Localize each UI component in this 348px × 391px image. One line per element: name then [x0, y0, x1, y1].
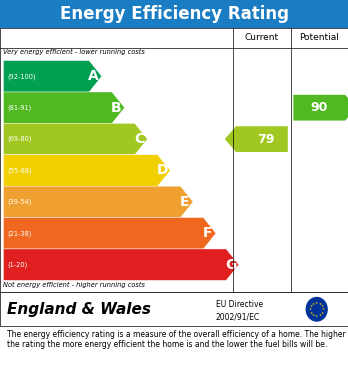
Bar	[0, 0, 348, 28]
Text: 2002/91/EC: 2002/91/EC	[216, 312, 260, 321]
Text: (69-80): (69-80)	[8, 136, 32, 142]
Text: (39-54): (39-54)	[8, 199, 32, 205]
Bar	[0, 292, 348, 326]
Polygon shape	[3, 124, 148, 155]
Text: 79: 79	[257, 133, 274, 145]
Text: ★: ★	[322, 307, 325, 311]
Text: ★: ★	[309, 310, 313, 315]
Text: ★: ★	[309, 307, 311, 311]
Text: C: C	[134, 132, 144, 146]
Text: EU Directive: EU Directive	[216, 300, 263, 308]
Bar	[0, 28, 348, 292]
Text: E: E	[180, 195, 190, 209]
Text: Not energy efficient - higher running costs: Not energy efficient - higher running co…	[3, 282, 145, 289]
Text: ★: ★	[315, 314, 318, 318]
Text: England & Wales: England & Wales	[7, 302, 151, 317]
Polygon shape	[3, 249, 239, 280]
Text: Current: Current	[245, 33, 279, 43]
Text: (55-68): (55-68)	[8, 167, 32, 174]
Text: D: D	[156, 163, 168, 178]
Text: ★: ★	[315, 301, 318, 305]
Text: ★: ★	[309, 304, 313, 308]
Text: (21-38): (21-38)	[8, 230, 32, 237]
Text: (81-91): (81-91)	[8, 104, 32, 111]
Text: The energy efficiency rating is a measure of the overall efficiency of a home. T: The energy efficiency rating is a measur…	[7, 330, 346, 349]
Text: (1-20): (1-20)	[8, 262, 28, 268]
Polygon shape	[293, 95, 348, 120]
Text: Potential: Potential	[299, 33, 339, 43]
Text: F: F	[203, 226, 213, 240]
Polygon shape	[225, 126, 288, 152]
Text: Energy Efficiency Rating: Energy Efficiency Rating	[60, 5, 288, 23]
Text: ★: ★	[312, 313, 315, 317]
Text: ★: ★	[312, 301, 315, 305]
Text: Very energy efficient - lower running costs: Very energy efficient - lower running co…	[3, 49, 145, 56]
Text: ★: ★	[321, 304, 324, 308]
Circle shape	[306, 298, 327, 321]
Text: G: G	[225, 258, 236, 272]
Polygon shape	[3, 155, 170, 186]
Text: B: B	[111, 101, 122, 115]
Text: ★: ★	[321, 310, 324, 315]
Text: ★: ★	[318, 313, 322, 317]
Polygon shape	[3, 186, 193, 217]
Polygon shape	[3, 92, 125, 124]
Text: 90: 90	[311, 101, 328, 114]
Text: A: A	[88, 69, 99, 83]
Text: ★: ★	[318, 301, 322, 305]
Text: (92-100): (92-100)	[8, 73, 36, 79]
Polygon shape	[3, 61, 102, 92]
Polygon shape	[3, 217, 216, 249]
